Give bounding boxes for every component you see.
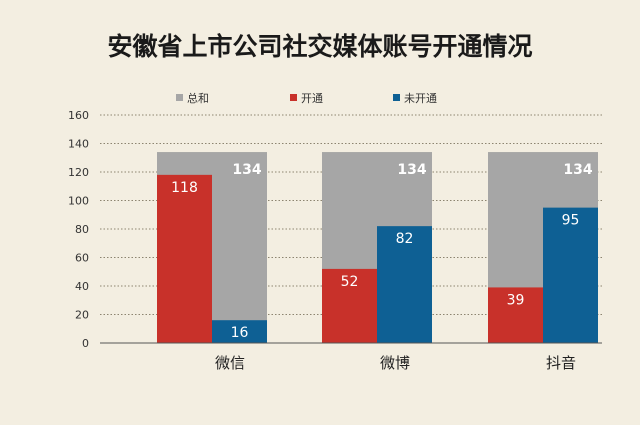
data-label-total: 134 xyxy=(563,162,592,178)
data-label-not-open: 95 xyxy=(562,213,580,229)
y-tick-label: 0 xyxy=(82,337,89,350)
bar-not-open xyxy=(543,207,598,343)
legend-swatch xyxy=(176,94,183,101)
y-tick-label: 80 xyxy=(75,223,89,236)
data-label-open: 52 xyxy=(341,274,359,290)
data-label-total: 134 xyxy=(397,162,426,178)
bar-not-open xyxy=(377,226,432,343)
data-label-total: 134 xyxy=(232,162,261,178)
x-category-label: 抖音 xyxy=(546,354,576,372)
bar-open xyxy=(157,174,212,343)
legend-swatch xyxy=(393,94,400,101)
data-label-open: 118 xyxy=(171,180,198,196)
x-axis: 微信 微博 抖音 xyxy=(100,342,602,372)
data-label-open: 39 xyxy=(507,292,525,308)
legend-label: 开通 xyxy=(301,92,323,105)
y-tick-label: 60 xyxy=(75,252,89,265)
legend: 总和 开通 未开通 xyxy=(176,91,437,105)
legend-label: 总和 xyxy=(187,91,209,105)
chart-title: 安徽省上市公司社交媒体账号开通情况 xyxy=(107,32,532,61)
data-label-not-open: 82 xyxy=(396,231,414,247)
bar-open xyxy=(488,287,543,343)
bar-open xyxy=(322,268,377,343)
bar-not-open xyxy=(212,320,267,343)
y-tick-label: 120 xyxy=(68,166,89,179)
data-label-not-open: 16 xyxy=(231,325,249,341)
y-tick-label: 20 xyxy=(75,309,89,322)
legend-swatch xyxy=(290,94,297,101)
y-tick-label: 100 xyxy=(68,195,89,208)
x-category-label: 微信 xyxy=(215,354,245,372)
legend-label: 未开通 xyxy=(404,92,437,105)
y-tick-label: 160 xyxy=(68,109,89,122)
y-axis: 0 20 40 60 80 100 120 140 160 xyxy=(68,109,89,350)
y-tick-label: 40 xyxy=(75,280,89,293)
y-tick-label: 140 xyxy=(68,138,89,151)
x-category-label: 微博 xyxy=(380,354,410,372)
bars: 134 118 16 134 52 82 134 39 95 xyxy=(157,152,598,343)
